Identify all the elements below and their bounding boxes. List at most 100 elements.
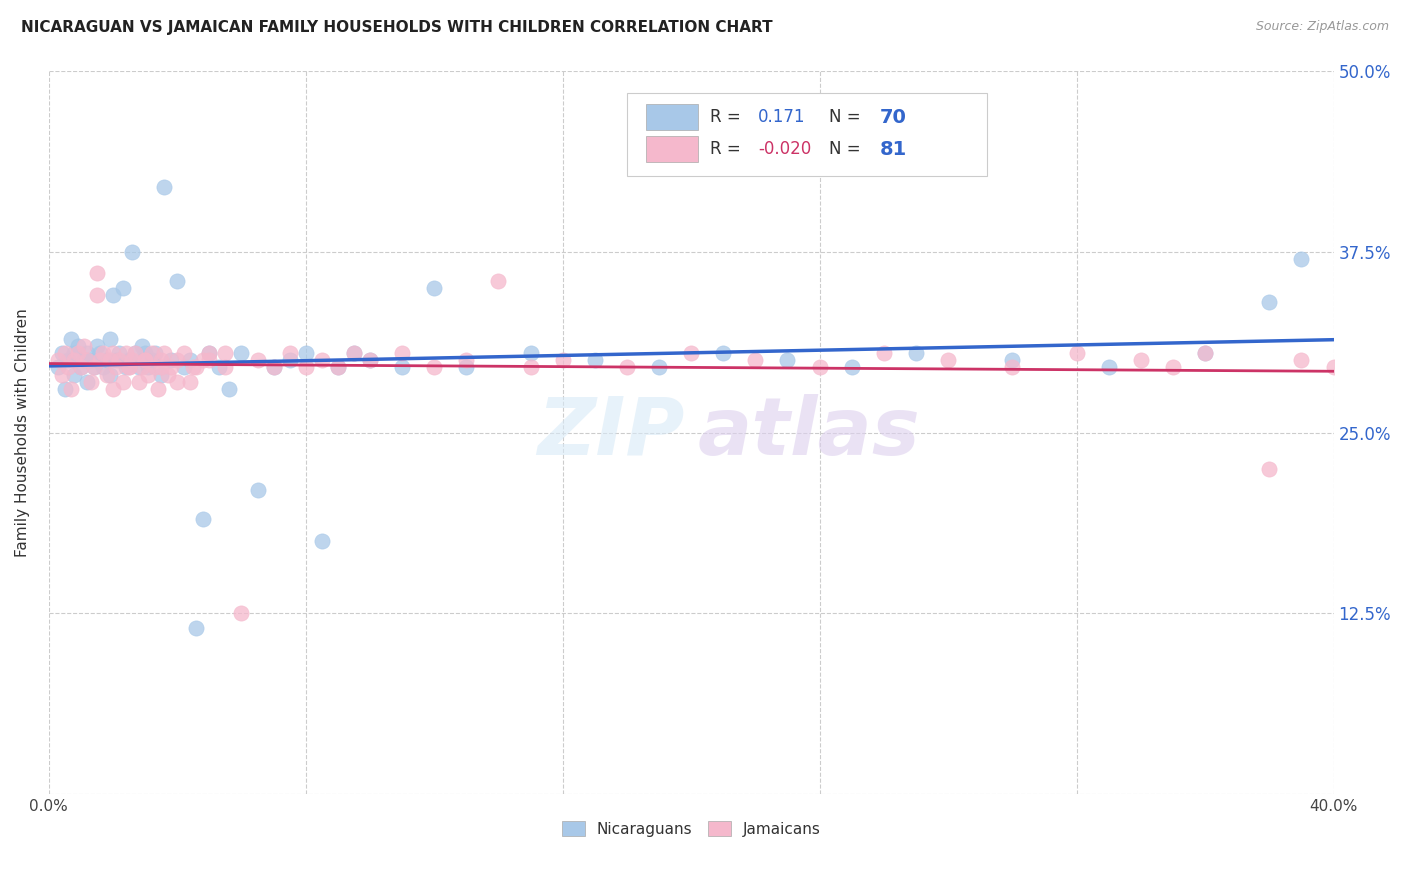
Point xyxy=(83,360,105,375)
Point xyxy=(159,360,181,375)
Point xyxy=(208,360,231,375)
Point xyxy=(73,339,96,353)
Point xyxy=(294,346,316,360)
Point xyxy=(53,346,76,360)
Point xyxy=(1129,353,1152,368)
Point xyxy=(128,375,150,389)
Point xyxy=(98,368,121,382)
Point xyxy=(936,353,959,368)
Text: Source: ZipAtlas.com: Source: ZipAtlas.com xyxy=(1256,20,1389,33)
Legend: Nicaraguans, Jamaicans: Nicaraguans, Jamaicans xyxy=(554,813,828,844)
Point xyxy=(89,346,111,360)
Point xyxy=(89,353,111,368)
Point xyxy=(1098,360,1121,375)
Point xyxy=(118,353,141,368)
Point xyxy=(96,353,118,368)
Point xyxy=(1001,353,1024,368)
Point xyxy=(263,360,285,375)
Point xyxy=(146,382,169,396)
Point xyxy=(681,346,703,360)
Text: N =: N = xyxy=(828,108,866,127)
Point xyxy=(583,353,606,368)
Point xyxy=(841,360,863,375)
Point xyxy=(60,332,83,346)
Y-axis label: Family Households with Children: Family Households with Children xyxy=(15,308,30,557)
Point xyxy=(66,346,89,360)
Point xyxy=(98,332,121,346)
Point xyxy=(73,353,96,368)
Point xyxy=(246,483,269,498)
Point xyxy=(1258,295,1281,310)
Point xyxy=(166,375,188,389)
Point xyxy=(56,360,79,375)
Point xyxy=(86,288,108,302)
Point xyxy=(486,274,509,288)
Point xyxy=(56,353,79,368)
Point xyxy=(118,360,141,375)
Point xyxy=(214,346,236,360)
Point xyxy=(616,360,638,375)
Point xyxy=(519,346,541,360)
Point xyxy=(111,375,134,389)
Point xyxy=(1161,360,1184,375)
Text: NICARAGUAN VS JAMAICAN FAMILY HOUSEHOLDS WITH CHILDREN CORRELATION CHART: NICARAGUAN VS JAMAICAN FAMILY HOUSEHOLDS… xyxy=(21,20,773,35)
Point xyxy=(873,346,896,360)
Point xyxy=(96,368,118,382)
Point xyxy=(343,346,366,360)
Point xyxy=(79,353,101,368)
Point xyxy=(121,353,143,368)
Point xyxy=(156,368,179,382)
Point xyxy=(131,360,153,375)
Point xyxy=(904,346,927,360)
Point xyxy=(114,360,136,375)
Point xyxy=(456,353,478,368)
Point xyxy=(214,360,236,375)
Point xyxy=(53,382,76,396)
Point xyxy=(63,368,86,382)
Point xyxy=(218,382,240,396)
Point xyxy=(124,346,146,360)
Text: ZIP: ZIP xyxy=(537,393,685,472)
Point xyxy=(134,353,156,368)
Point xyxy=(108,353,131,368)
Point xyxy=(93,346,115,360)
Point xyxy=(63,346,86,360)
Point xyxy=(198,346,221,360)
Point xyxy=(131,339,153,353)
Point xyxy=(93,360,115,375)
Point xyxy=(278,353,301,368)
Point xyxy=(86,267,108,281)
Point xyxy=(105,353,128,368)
Point xyxy=(153,179,176,194)
Point xyxy=(143,360,166,375)
Point xyxy=(1258,461,1281,475)
Point xyxy=(134,353,156,368)
Point xyxy=(246,353,269,368)
Point xyxy=(70,360,93,375)
Point xyxy=(141,353,163,368)
Text: 81: 81 xyxy=(880,140,907,159)
Point xyxy=(128,360,150,375)
Point xyxy=(124,346,146,360)
Point xyxy=(48,360,70,375)
Point xyxy=(114,346,136,360)
Point xyxy=(311,533,333,548)
Point xyxy=(51,346,73,360)
Point xyxy=(118,360,141,375)
Point xyxy=(150,360,173,375)
Text: -0.020: -0.020 xyxy=(758,140,811,158)
Point xyxy=(186,621,208,635)
Point xyxy=(191,353,214,368)
Point xyxy=(1291,252,1313,266)
Point xyxy=(173,360,195,375)
Point xyxy=(294,360,316,375)
Point xyxy=(181,360,204,375)
Point xyxy=(423,360,446,375)
Point xyxy=(121,244,143,259)
Point xyxy=(76,375,98,389)
Text: 0.171: 0.171 xyxy=(758,108,806,127)
Point xyxy=(153,346,176,360)
Point xyxy=(101,346,124,360)
Text: R =: R = xyxy=(710,140,747,158)
Point xyxy=(76,353,98,368)
